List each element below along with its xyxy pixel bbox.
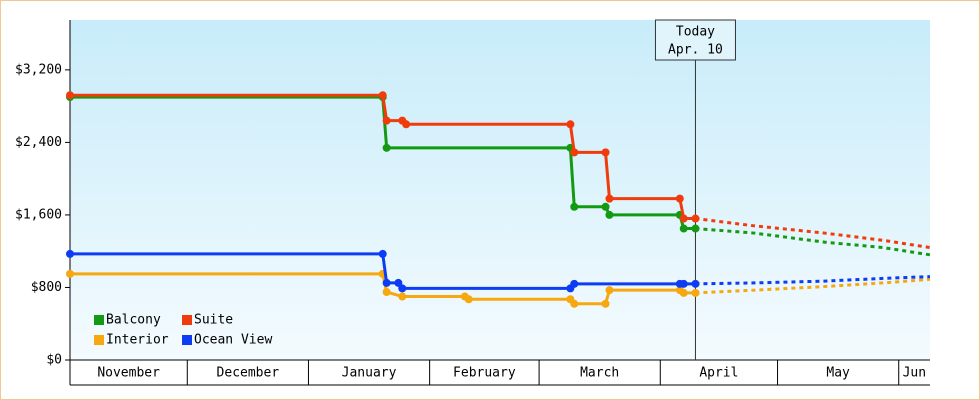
y-tick-label: $800: [31, 280, 62, 295]
point: [691, 288, 700, 297]
projection-line: [695, 275, 931, 286]
point: [570, 202, 579, 211]
point: [382, 288, 391, 296]
today-box: [654, 19, 736, 61]
point: [570, 148, 579, 157]
point: [679, 214, 688, 223]
y-tick-label: $1,600: [15, 207, 62, 222]
point: [605, 210, 614, 219]
y-tick-label: $3,200: [15, 62, 62, 77]
projection-line: [695, 227, 931, 257]
point: [402, 120, 411, 129]
y-tick-label: $2,400: [15, 135, 62, 150]
legend-swatch: [182, 315, 192, 325]
point: [601, 202, 610, 211]
point: [382, 116, 391, 125]
x-tick-label: January: [342, 366, 397, 381]
point: [382, 143, 391, 152]
point: [378, 91, 387, 100]
point: [605, 286, 614, 295]
x-tick-label: April: [699, 366, 738, 381]
point: [566, 120, 575, 129]
projection-line: [695, 217, 931, 250]
x-tick-label: Jun: [903, 366, 926, 381]
point: [691, 224, 700, 233]
point: [601, 148, 610, 157]
plot-area: [70, 20, 930, 360]
point: [66, 91, 74, 100]
projection-line: [695, 277, 931, 295]
point: [464, 295, 473, 304]
legend-label: Balcony: [106, 313, 161, 328]
point: [675, 194, 684, 203]
point: [378, 249, 387, 258]
legend-label: Interior: [106, 333, 169, 348]
point: [66, 269, 74, 278]
point: [601, 299, 610, 308]
legend-swatch: [182, 335, 192, 345]
legend-swatch: [94, 335, 104, 345]
x-tick-label: December: [217, 366, 280, 381]
y-tick-label: $0: [46, 353, 62, 368]
point: [66, 249, 74, 258]
legend-label: Suite: [194, 313, 233, 328]
point: [691, 214, 700, 223]
point: [679, 279, 688, 288]
legend-label: Ocean View: [194, 333, 272, 348]
point: [605, 194, 614, 203]
point: [679, 224, 688, 233]
x-tick-label: March: [580, 366, 619, 381]
point: [679, 288, 688, 297]
point: [570, 299, 579, 308]
point: [570, 279, 579, 288]
today-label: Today: [676, 25, 715, 40]
x-tick-label: November: [97, 366, 160, 381]
legend-swatch: [94, 315, 104, 325]
today-date: Apr. 10: [668, 43, 723, 58]
point: [398, 292, 407, 301]
x-tick-label: February: [453, 366, 516, 381]
point: [691, 279, 700, 288]
x-tick-label: May: [826, 366, 850, 381]
point: [382, 278, 391, 287]
point: [398, 284, 407, 293]
